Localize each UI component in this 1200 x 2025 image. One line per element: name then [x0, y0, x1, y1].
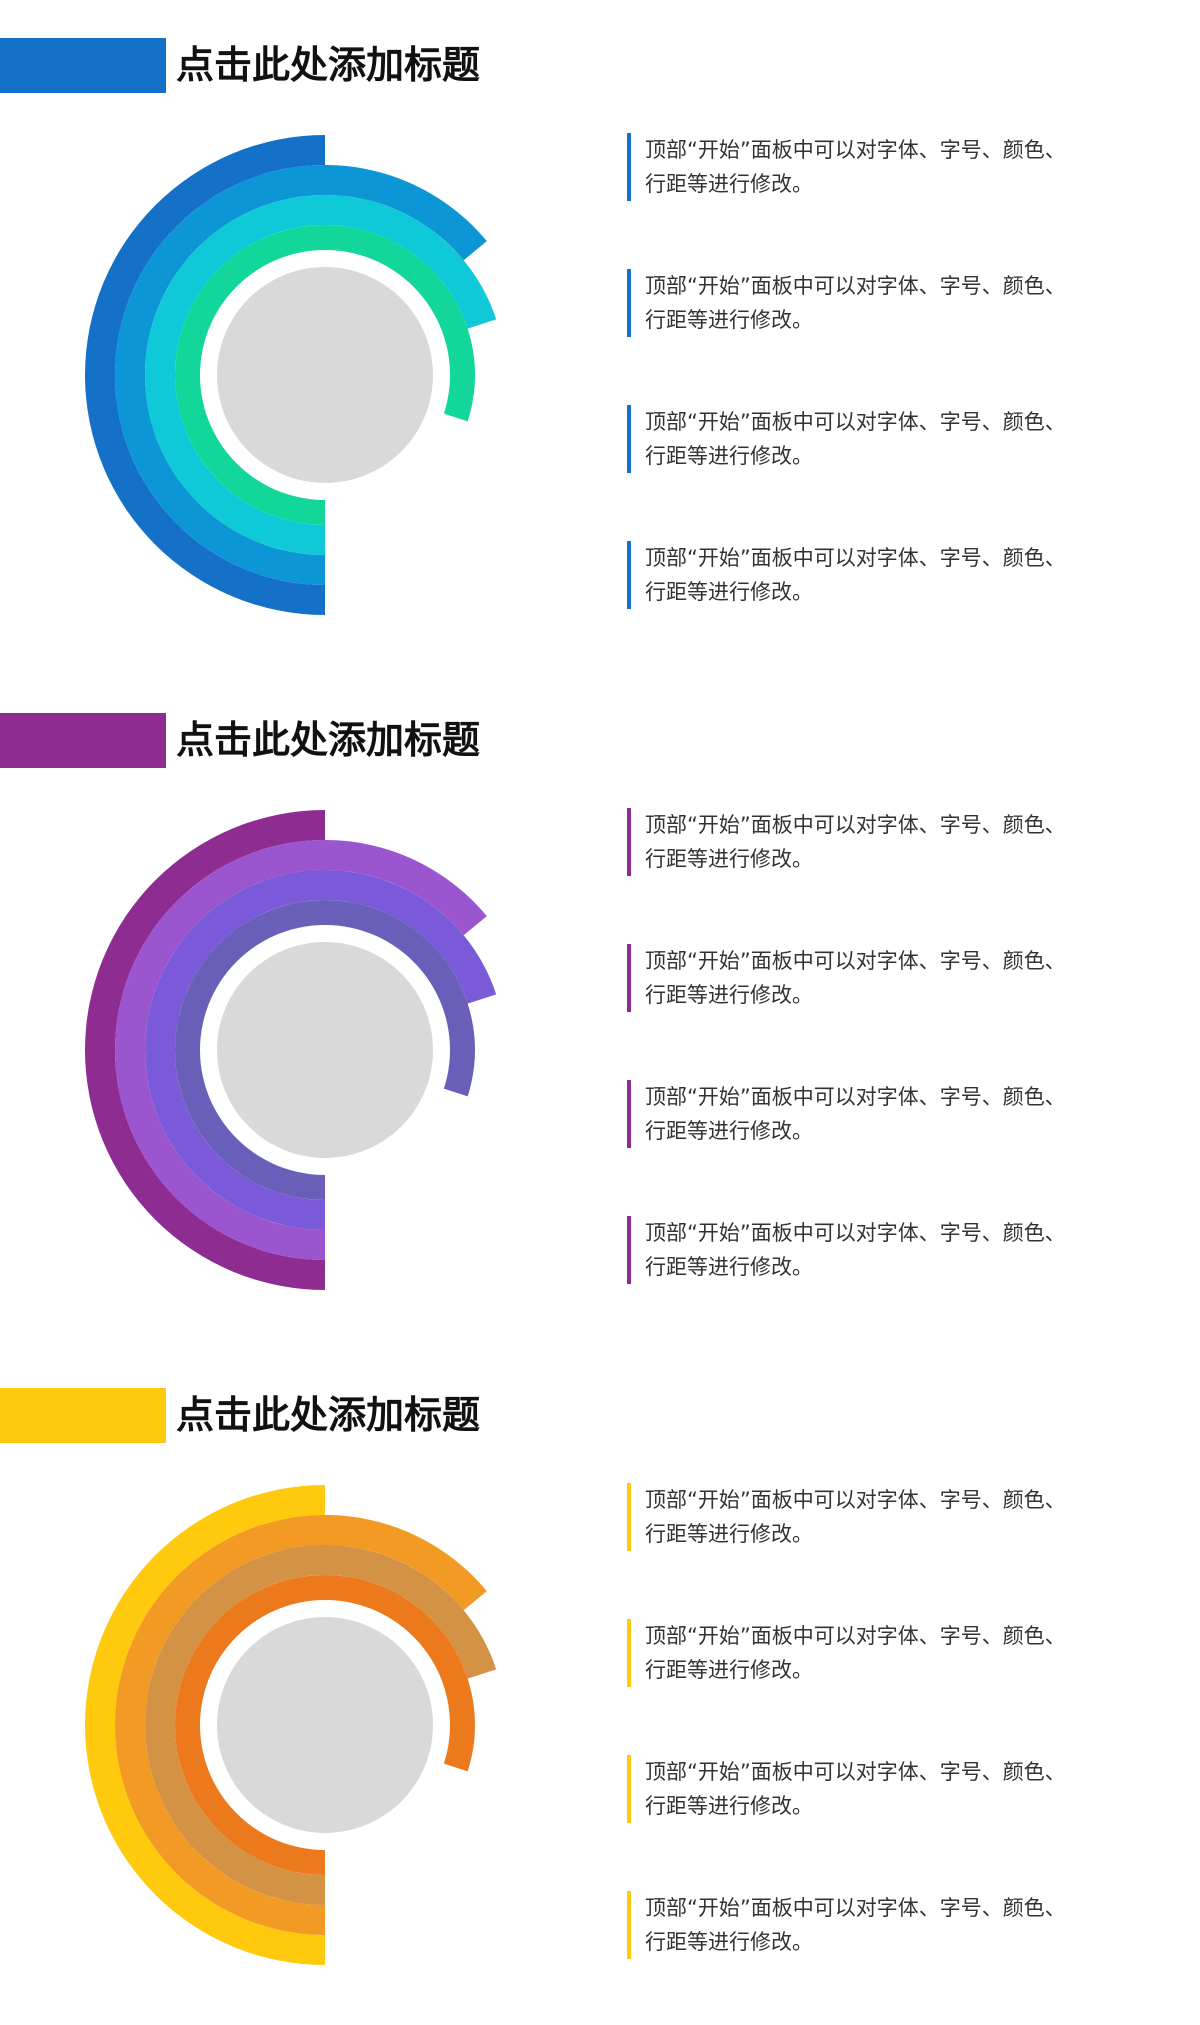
text-item-3[interactable]: 顶部“开始”面板中可以对字体、字号、颜色、 行距等进行修改。: [627, 1080, 1165, 1148]
text-item-line-2: 行距等进行修改。: [645, 842, 1165, 876]
text-item-line-1: 顶部“开始”面板中可以对字体、字号、颜色、: [645, 1216, 1165, 1250]
text-item-2[interactable]: 顶部“开始”面板中可以对字体、字号、颜色、 行距等进行修改。: [627, 944, 1165, 1012]
center-circle: [217, 1617, 433, 1833]
text-item-4[interactable]: 顶部“开始”面板中可以对字体、字号、颜色、 行距等进行修改。: [627, 541, 1165, 609]
center-circle: [217, 942, 433, 1158]
text-item-line-2: 行距等进行修改。: [645, 167, 1165, 201]
text-item-line-1: 顶部“开始”面板中可以对字体、字号、颜色、: [645, 1619, 1165, 1653]
text-item-line-1: 顶部“开始”面板中可以对字体、字号、颜色、: [645, 269, 1165, 303]
text-item-line-1: 顶部“开始”面板中可以对字体、字号、颜色、: [645, 1891, 1165, 1925]
center-circle: [217, 267, 433, 483]
text-item-line-2: 行距等进行修改。: [645, 1925, 1165, 1959]
text-item-2[interactable]: 顶部“开始”面板中可以对字体、字号、颜色、 行距等进行修改。: [627, 1619, 1165, 1687]
text-item-line-2: 行距等进行修改。: [645, 1653, 1165, 1687]
text-item-line-2: 行距等进行修改。: [645, 303, 1165, 337]
text-item-line-2: 行距等进行修改。: [645, 1517, 1165, 1551]
text-item-2[interactable]: 顶部“开始”面板中可以对字体、字号、颜色、 行距等进行修改。: [627, 269, 1165, 337]
text-item-1[interactable]: 顶部“开始”面板中可以对字体、字号、颜色、 行距等进行修改。: [627, 133, 1165, 201]
text-item-line-1: 顶部“开始”面板中可以对字体、字号、颜色、: [645, 405, 1165, 439]
text-item-3[interactable]: 顶部“开始”面板中可以对字体、字号、颜色、 行距等进行修改。: [627, 405, 1165, 473]
text-item-line-1: 顶部“开始”面板中可以对字体、字号、颜色、: [645, 541, 1165, 575]
text-item-3[interactable]: 顶部“开始”面板中可以对字体、字号、颜色、 行距等进行修改。: [627, 1755, 1165, 1823]
section-3: 点击此处添加标题 顶部“开始”面板中可以对字体、字号、颜色、 行距等进行修改。 …: [0, 1350, 1200, 2025]
text-item-line-2: 行距等进行修改。: [645, 1250, 1165, 1284]
text-item-4[interactable]: 顶部“开始”面板中可以对字体、字号、颜色、 行距等进行修改。: [627, 1891, 1165, 1959]
text-item-line-1: 顶部“开始”面板中可以对字体、字号、颜色、: [645, 944, 1165, 978]
text-item-line-2: 行距等进行修改。: [645, 439, 1165, 473]
text-item-1[interactable]: 顶部“开始”面板中可以对字体、字号、颜色、 行距等进行修改。: [627, 1483, 1165, 1551]
text-item-line-2: 行距等进行修改。: [645, 978, 1165, 1012]
text-item-line-2: 行距等进行修改。: [645, 575, 1165, 609]
text-item-line-2: 行距等进行修改。: [645, 1789, 1165, 1823]
text-item-line-1: 顶部“开始”面板中可以对字体、字号、颜色、: [645, 133, 1165, 167]
section-1: 点击此处添加标题 顶部“开始”面板中可以对字体、字号、颜色、 行距等进行修改。 …: [0, 0, 1200, 675]
text-item-line-1: 顶部“开始”面板中可以对字体、字号、颜色、: [645, 1755, 1165, 1789]
text-item-line-1: 顶部“开始”面板中可以对字体、字号、颜色、: [645, 1080, 1165, 1114]
text-item-line-1: 顶部“开始”面板中可以对字体、字号、颜色、: [645, 808, 1165, 842]
ring-diagram: [0, 0, 560, 675]
ring-diagram: [0, 675, 560, 1350]
text-item-4[interactable]: 顶部“开始”面板中可以对字体、字号、颜色、 行距等进行修改。: [627, 1216, 1165, 1284]
text-item-1[interactable]: 顶部“开始”面板中可以对字体、字号、颜色、 行距等进行修改。: [627, 808, 1165, 876]
text-item-line-2: 行距等进行修改。: [645, 1114, 1165, 1148]
section-2: 点击此处添加标题 顶部“开始”面板中可以对字体、字号、颜色、 行距等进行修改。 …: [0, 675, 1200, 1350]
text-item-line-1: 顶部“开始”面板中可以对字体、字号、颜色、: [645, 1483, 1165, 1517]
ring-diagram: [0, 1350, 560, 2025]
